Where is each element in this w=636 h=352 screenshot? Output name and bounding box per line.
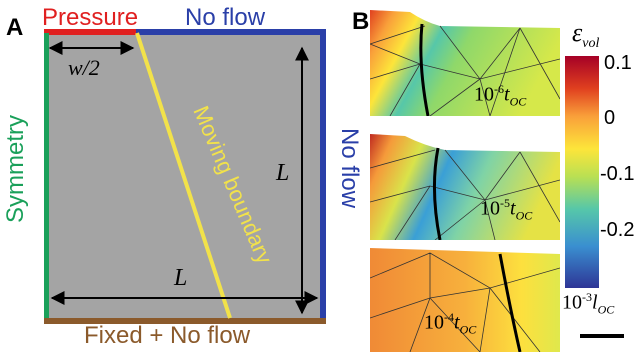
colorbar-tick: -0.2 (600, 219, 635, 241)
panel-a-letter: A (6, 14, 24, 41)
scale-bar (580, 334, 624, 338)
colorbar-tick: 0 (604, 107, 616, 129)
symmetry-edge (44, 33, 49, 320)
pressure-label: Pressure (42, 4, 139, 31)
symmetry-label: Symmetry (2, 115, 29, 223)
colorbar-tick: -0.1 (600, 163, 635, 185)
snapshot-2-label: 10-5tOC (480, 196, 533, 223)
scale-bar-label: 10-3lOC (562, 290, 615, 317)
colorbar-tick: 0.1 (604, 52, 632, 74)
width-dim-label: L (174, 265, 188, 291)
panel-b-letter: B (352, 8, 370, 35)
fixed-bottom-edge (44, 318, 326, 324)
snapshot-3-label: 10-4tOC (424, 310, 477, 337)
strain-snapshot-2 (370, 134, 560, 240)
fixed-no-flow-label: Fixed + No flow (84, 322, 251, 349)
no-flow-right-edge (320, 29, 326, 322)
moving-boundary-line (135, 32, 232, 319)
height-dim-label: L (276, 160, 290, 186)
pressure-edge (44, 29, 136, 35)
strain-snapshot-3 (370, 248, 560, 352)
snapshot-1-label: 10-6tOC (474, 82, 527, 109)
no-flow-top-edge (136, 29, 326, 35)
strain-colorbar (565, 56, 599, 288)
no-flow-right-label: No flow (336, 128, 363, 209)
no-flow-top-label: No flow (185, 4, 266, 31)
colorbar-title: εvol (572, 18, 600, 52)
strain-snapshot-1 (370, 10, 560, 116)
half-width-dim-label: w/2 (68, 55, 100, 80)
